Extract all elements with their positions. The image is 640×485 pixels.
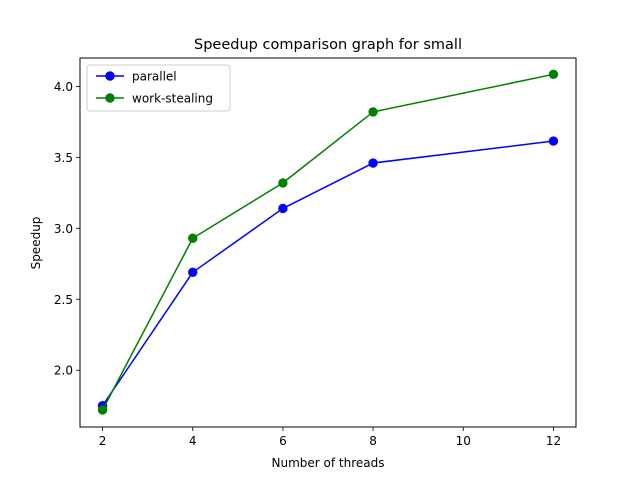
y-axis-label: Speedup bbox=[29, 217, 43, 270]
data-point bbox=[278, 178, 288, 188]
data-point bbox=[188, 267, 198, 278]
y-tick-label: 2.0 bbox=[54, 364, 73, 378]
legend: parallel work-stealing bbox=[86, 64, 231, 112]
x-axis-label: Number of threads bbox=[272, 456, 385, 470]
data-point bbox=[278, 203, 288, 214]
y-axis: 2.0 2.5 3.0 3.5 4.0 bbox=[54, 80, 80, 378]
series-parallel bbox=[97, 136, 559, 411]
x-tick-label: 12 bbox=[546, 434, 561, 448]
y-tick-label: 2.5 bbox=[54, 293, 73, 307]
plot-frame bbox=[79, 57, 577, 428]
legend-marker-work-stealing bbox=[105, 93, 115, 103]
x-tick-label: 2 bbox=[99, 434, 107, 448]
data-point bbox=[548, 69, 559, 80]
series-line-work-stealing bbox=[101, 73, 554, 411]
x-tick-label: 4 bbox=[189, 434, 197, 448]
data-point bbox=[97, 405, 108, 415]
series-layer bbox=[97, 69, 559, 415]
data-point bbox=[548, 136, 559, 146]
x-tick-label: 6 bbox=[279, 434, 287, 448]
y-tick-label: 3.5 bbox=[54, 151, 73, 165]
legend-label-work-stealing: work-stealing bbox=[132, 92, 213, 106]
x-tick-label: 10 bbox=[456, 434, 471, 448]
series-line-parallel bbox=[101, 140, 554, 407]
series-work-stealing bbox=[97, 69, 559, 415]
data-point bbox=[188, 233, 198, 243]
data-point bbox=[368, 158, 378, 168]
chart-title: Speedup comparison graph for small bbox=[194, 37, 462, 53]
x-axis: 2 4 6 8 10 12 bbox=[99, 427, 561, 448]
y-tick-label: 4.0 bbox=[54, 80, 73, 94]
data-point bbox=[368, 107, 378, 117]
y-tick-label: 3.0 bbox=[54, 222, 73, 236]
legend-label-parallel: parallel bbox=[132, 70, 177, 84]
legend-marker-parallel bbox=[105, 71, 115, 81]
x-tick-label: 8 bbox=[369, 434, 377, 448]
